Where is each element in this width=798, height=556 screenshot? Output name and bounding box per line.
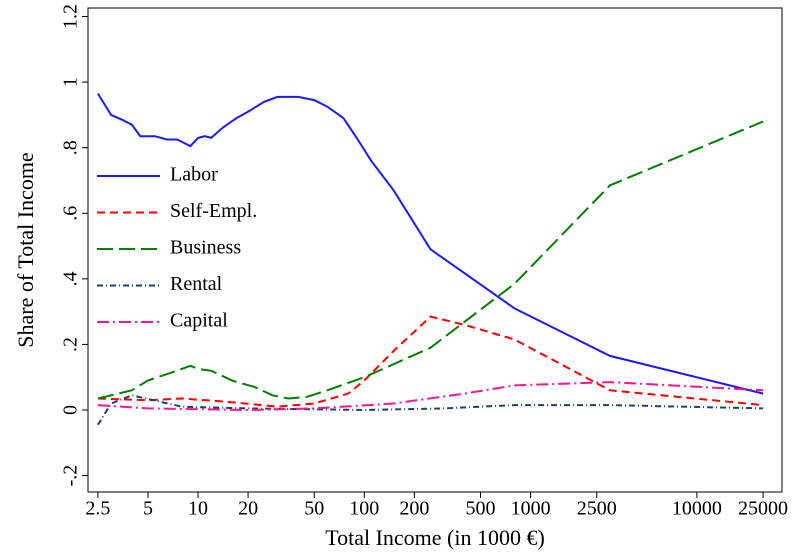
- plot-frame: [87, 7, 783, 493]
- x-tick-label: 2.5: [85, 498, 110, 520]
- x-tick-label: 2500: [577, 498, 617, 520]
- series-line: [97, 120, 764, 400]
- y-tick-label: 1.2: [60, 4, 82, 29]
- x-axis-title: Total Income (in 1000 €): [325, 525, 545, 550]
- y-tick-label: 0: [60, 405, 82, 415]
- x-tick-label: 50: [304, 498, 324, 520]
- x-tick-label: 20: [238, 498, 258, 520]
- x-tick-label: 500: [466, 498, 496, 520]
- y-tick-label: .8: [60, 140, 82, 155]
- y-tick-label: -.2: [60, 465, 82, 487]
- x-tick-label: 5: [143, 498, 153, 520]
- y-tick-label: .4: [60, 271, 82, 286]
- legend-label: Rental: [170, 273, 223, 295]
- series-line: [97, 93, 764, 395]
- x-tick-label: 200: [399, 498, 429, 520]
- x-tick-label: 1000: [511, 498, 551, 520]
- legend-label: Labor: [170, 164, 218, 186]
- series-line: [97, 381, 764, 412]
- legend-label: Capital: [170, 310, 228, 332]
- x-tick-label: 10: [188, 498, 208, 520]
- legend-label: Business: [170, 237, 241, 259]
- series-line: [97, 315, 764, 408]
- y-axis-title: Share of Total Income: [13, 152, 38, 347]
- y-tick-label: 1: [60, 77, 82, 87]
- legend-label: Self-Empl.: [170, 200, 257, 222]
- x-tick-label: 25000: [738, 498, 788, 520]
- x-tick-label: 100: [349, 498, 379, 520]
- y-tick-label: .6: [60, 206, 82, 221]
- x-tick-label: 10000: [672, 498, 722, 520]
- y-tick-label: .2: [60, 337, 82, 352]
